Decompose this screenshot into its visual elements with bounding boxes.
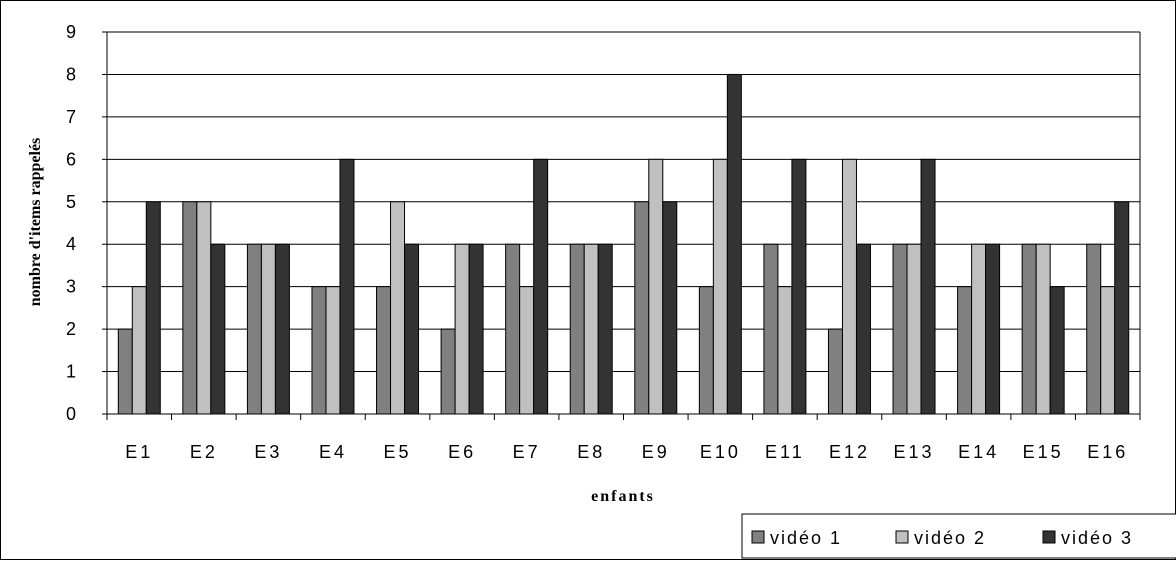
x-tick-label: E4 [319,442,347,462]
x-tick-label: E2 [190,442,218,462]
y-tick-label: 5 [66,192,76,212]
bar-E12-series-2 [841,158,857,415]
axes [102,31,1141,420]
bar-E7-series-2 [519,286,535,415]
legend-label-series-3: vidéo 3 [1061,528,1133,548]
bar-E4-series-2 [325,286,341,415]
bar-E8-series-2 [583,243,599,415]
bar-E13-series-2 [906,243,922,415]
bar-E8-series-1 [569,243,585,415]
y-tick-label: 3 [66,277,76,297]
bar-E14-series-1 [957,286,973,415]
x-tick-label: E11 [765,442,805,462]
bar-E6-series-3 [468,243,484,415]
bar-E3-series-2 [260,243,276,415]
bar-E1-series-1 [117,328,133,415]
bar-E15-series-3 [1049,286,1065,415]
legend-label-series-1: vidéo 1 [770,528,842,548]
x-tick-labels: E1 E2 E3 E4 E5 E6 E7 E8 E9 E10 E11 E12 E13 E14 E15 E16 [125,442,1128,462]
bar-E11-series-1 [763,243,779,415]
bar-E5-series-2 [390,201,406,415]
bar-E9-series-3 [662,201,678,415]
x-tick-label: E16 [1087,442,1128,462]
bar-E6-series-1 [440,328,456,415]
bar-E16-series-2 [1100,286,1116,415]
bar-E16-series-1 [1086,243,1102,415]
legend-swatch-series-3 [1042,530,1056,544]
bar-E11-series-2 [777,286,793,415]
x-tick-label: E8 [577,442,605,462]
bars [117,73,1130,415]
y-tick-label: 8 [66,64,76,84]
y-tick-label: 2 [66,319,76,339]
bar-E16-series-3 [1114,201,1130,415]
bar-E4-series-1 [311,286,327,415]
bar-E9-series-2 [648,158,664,415]
y-tick-label: 9 [66,22,76,42]
x-tick-label: E13 [894,442,935,462]
bar-E5-series-1 [376,286,392,415]
x-tick-label: E7 [513,442,541,462]
legend-box [741,513,1176,559]
x-tick-label: E1 [125,442,153,462]
bar-E3-series-1 [246,243,262,415]
x-tick-label: E5 [384,442,412,462]
x-tick-label: E12 [829,442,870,462]
bar-E12-series-3 [855,243,871,415]
x-tick-label: E3 [254,442,282,462]
bar-E5-series-3 [404,243,420,415]
y-tick-label: 1 [66,362,76,382]
legend: vidéo 1 vidéo 2 vidéo 3 [741,513,1176,559]
bar-E2-series-1 [182,201,198,415]
bar-E10-series-1 [698,286,714,415]
x-axis-label: enfants [591,488,655,505]
bar-E3-series-3 [274,243,290,415]
bar-E4-series-3 [339,158,355,415]
bar-E7-series-3 [533,158,549,415]
y-axis-label: nombre d'items rappelés [27,138,44,307]
bar-E9-series-1 [634,201,650,415]
bar-E11-series-3 [791,158,807,415]
x-tick-label: E9 [642,442,670,462]
bar-E1-series-2 [131,286,147,415]
x-tick-label: E15 [1023,442,1064,462]
bar-E14-series-2 [971,243,987,415]
y-tick-label: 0 [66,404,76,424]
y-tick-label: 7 [66,107,76,127]
legend-swatch-series-1 [751,530,765,544]
bar-E2-series-2 [196,201,212,415]
bar-E1-series-3 [145,201,161,415]
bar-E14-series-3 [985,243,1001,415]
bar-E10-series-2 [712,158,728,415]
x-tick-label: E14 [958,442,999,462]
bar-E13-series-3 [920,158,936,415]
bar-E13-series-1 [892,243,908,415]
legend-label-series-2: vidéo 2 [914,528,986,548]
bar-E2-series-3 [210,243,226,415]
bar-E15-series-2 [1035,243,1051,415]
bar-E12-series-1 [827,328,843,415]
bar-E15-series-1 [1021,243,1037,415]
bar-E10-series-3 [726,73,742,415]
y-tick-labels: 0 1 2 3 4 5 6 7 8 9 [66,22,76,424]
bar-E8-series-3 [597,243,613,415]
y-tick-label: 4 [66,234,76,254]
x-tick-label: E10 [700,442,741,462]
bar-E7-series-1 [505,243,521,415]
bar-E6-series-2 [454,243,470,415]
x-tick-label: E6 [448,442,476,462]
y-tick-label: 6 [66,149,76,169]
legend-swatch-series-2 [895,530,909,544]
